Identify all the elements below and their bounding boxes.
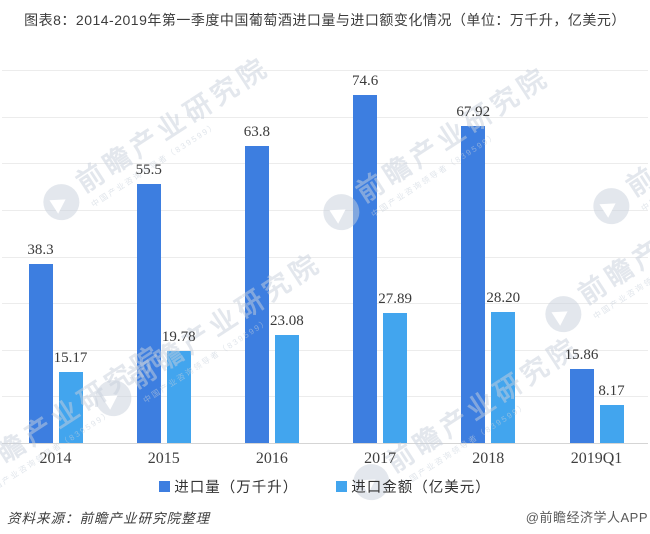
legend-label-import-value: 进口金额（亿美元） bbox=[351, 480, 491, 496]
watermark-logo-icon bbox=[538, 288, 588, 339]
value-label-import-volume-2014: 38.3 bbox=[27, 242, 54, 259]
bar-import-value-2015 bbox=[166, 350, 191, 443]
legend-label-import-volume: 进口量（万千升） bbox=[174, 480, 299, 496]
value-label-import-value-2019Q1: 8.17 bbox=[598, 382, 625, 399]
legend-item-import-value: 进口金额（亿美元） bbox=[336, 476, 491, 497]
watermark-logo-icon bbox=[88, 372, 138, 423]
bar-import-volume-2014 bbox=[28, 264, 53, 443]
bar-import-value-2016 bbox=[274, 335, 299, 443]
watermark: 前瞻产业研究院 中国产业咨询领导者（839599） bbox=[582, 49, 650, 237]
watermark-logo-icon bbox=[36, 176, 86, 227]
bar-import-value-2018 bbox=[491, 311, 516, 443]
value-label-import-volume-2018: 67.92 bbox=[456, 104, 491, 121]
watermark-text: 前瞻产业研究院 bbox=[573, 163, 650, 311]
gridline bbox=[2, 209, 648, 211]
bar-import-volume-2019Q1 bbox=[569, 369, 594, 443]
watermark: 前瞻产业研究院 中国产业咨询领导者（839599） bbox=[534, 157, 650, 345]
value-label-import-value-2015: 19.78 bbox=[161, 328, 196, 345]
credit-note: @前瞻经济学人APP bbox=[525, 510, 648, 525]
gridline bbox=[2, 70, 648, 71]
bar-import-value-2014 bbox=[58, 372, 83, 443]
category-label-2019Q1: 2019Q1 bbox=[570, 450, 623, 467]
watermark-subtext: 中国产业咨询领导者（839599） bbox=[639, 124, 650, 214]
category-label-2015: 2015 bbox=[147, 450, 180, 467]
bar-import-volume-2015 bbox=[136, 184, 161, 443]
category-label-2014: 2014 bbox=[39, 450, 72, 467]
watermark-logo-icon bbox=[586, 180, 636, 231]
category-label-2016: 2016 bbox=[255, 450, 288, 467]
chart-title: 图表8：2014-2019年第一季度中国葡萄酒进口量与进口额变化情况（单位：万千… bbox=[24, 12, 626, 28]
bar-import-volume-2017 bbox=[353, 95, 378, 443]
value-label-import-volume-2019Q1: 15.86 bbox=[564, 347, 599, 364]
bar-import-value-2019Q1 bbox=[599, 404, 624, 443]
gridline bbox=[2, 256, 648, 258]
x-axis-line bbox=[2, 443, 648, 444]
value-label-import-value-2014: 15.17 bbox=[53, 350, 88, 367]
legend-item-import-volume: 进口量（万千升） bbox=[159, 476, 298, 497]
source-note: 资料来源：前瞻产业研究院整理 bbox=[7, 511, 210, 526]
gridline bbox=[2, 349, 648, 351]
bar-import-volume-2018 bbox=[461, 126, 486, 443]
value-label-import-value-2016: 23.08 bbox=[270, 313, 304, 330]
value-label-import-value-2017: 27.89 bbox=[378, 290, 412, 307]
gridline bbox=[2, 163, 648, 165]
category-label-2017: 2017 bbox=[364, 450, 397, 467]
legend-swatch-import-volume bbox=[159, 481, 171, 492]
gridline bbox=[2, 396, 648, 398]
value-label-import-volume-2016: 63.8 bbox=[243, 123, 271, 140]
value-label-import-value-2018: 28.20 bbox=[486, 289, 521, 306]
value-label-import-volume-2017: 74.6 bbox=[351, 73, 379, 90]
category-label-2018: 2018 bbox=[472, 450, 505, 467]
gridline bbox=[2, 303, 648, 305]
legend-swatch-import-value bbox=[336, 481, 348, 492]
value-label-import-volume-2015: 55.5 bbox=[135, 162, 162, 179]
chart-legend: 进口量（万千升） 进口金额（亿美元） bbox=[0, 476, 650, 497]
watermark-text: 前瞻产业研究院 bbox=[621, 55, 650, 203]
bar-import-value-2017 bbox=[383, 312, 408, 443]
bar-import-volume-2016 bbox=[244, 145, 269, 443]
gridline bbox=[2, 116, 648, 118]
